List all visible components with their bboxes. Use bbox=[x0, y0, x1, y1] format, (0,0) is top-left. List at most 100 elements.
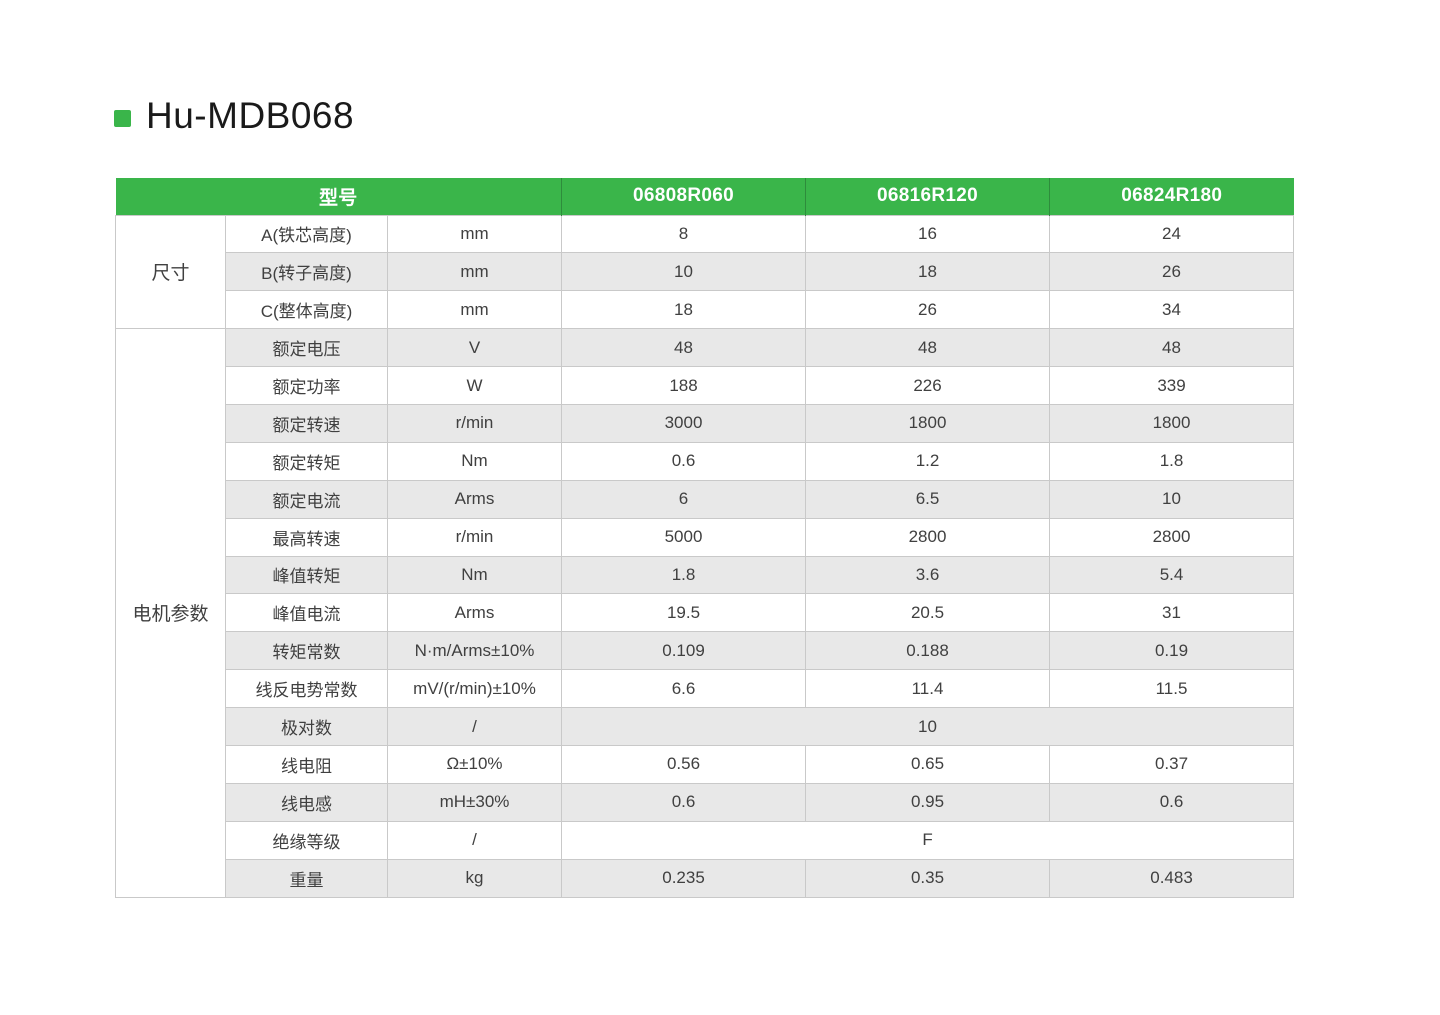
value-cell-model-3: 26 bbox=[1049, 252, 1295, 292]
table-row: 重量 kg 0.235 0.35 0.483 bbox=[116, 858, 1295, 898]
spec-table: 型号 06808R060 06816R120 06824R180 尺寸 A(铁芯高… bbox=[115, 178, 1295, 898]
table-row: B(转子高度) mm 10 18 26 bbox=[116, 252, 1295, 292]
value-cell-model-1: 3000 bbox=[561, 403, 807, 443]
value-cell-model-1: 8 bbox=[561, 214, 807, 254]
unit-cell: Arms bbox=[386, 593, 563, 633]
value-cell-model-3: 0.37 bbox=[1049, 744, 1295, 784]
param-name-cell: C(整体高度) bbox=[225, 290, 388, 330]
table-row: 尺寸 A(铁芯高度) mm 8 16 24 bbox=[115, 214, 1295, 330]
table-row: 峰值转矩 Nm 1.8 3.6 5.4 bbox=[116, 555, 1295, 595]
param-name-cell: 额定转速 bbox=[225, 403, 388, 443]
unit-cell: mm bbox=[386, 252, 563, 292]
param-name-cell: 线电阻 bbox=[225, 744, 388, 784]
value-cell-model-2: 0.35 bbox=[805, 858, 1051, 898]
value-cell-model-3: 10 bbox=[1049, 479, 1295, 519]
param-name-cell: 峰值转矩 bbox=[225, 555, 388, 595]
value-cell-model-2: 0.188 bbox=[805, 631, 1051, 671]
value-cell-model-2: 226 bbox=[805, 366, 1051, 405]
title-bullet-square-icon bbox=[114, 110, 131, 128]
group-label-motor-parameters: 电机参数 bbox=[115, 328, 226, 898]
unit-cell: / bbox=[386, 820, 563, 860]
value-cell-model-1: 19.5 bbox=[561, 593, 807, 633]
value-cell-model-3: 1.8 bbox=[1049, 441, 1295, 481]
merged-value-cell: 10 bbox=[561, 707, 1295, 746]
unit-cell: mm bbox=[386, 214, 563, 254]
unit-cell: / bbox=[386, 707, 563, 746]
unit-cell: Nm bbox=[386, 555, 563, 595]
table-row: 额定转速 r/min 3000 1800 1800 bbox=[116, 403, 1295, 443]
table-row: 线电感 mH±30% 0.6 0.95 0.6 bbox=[116, 782, 1295, 822]
unit-cell: r/min bbox=[386, 403, 563, 443]
value-cell-model-2: 0.65 bbox=[805, 744, 1051, 784]
value-cell-model-2: 1.2 bbox=[805, 441, 1051, 481]
table-row: 额定电流 Arms 6 6.5 10 bbox=[116, 479, 1295, 519]
value-cell-model-1: 188 bbox=[561, 366, 807, 405]
value-cell-model-1: 48 bbox=[561, 328, 807, 368]
table-row: 峰值电流 Arms 19.5 20.5 31 bbox=[116, 593, 1295, 633]
param-name-cell: 额定电流 bbox=[225, 479, 388, 519]
value-cell-model-2: 0.95 bbox=[805, 782, 1051, 822]
value-cell-model-3: 34 bbox=[1049, 290, 1295, 330]
param-name-cell: 绝缘等级 bbox=[225, 820, 388, 860]
value-cell-model-2: 20.5 bbox=[805, 593, 1051, 633]
param-name-cell: 额定转矩 bbox=[225, 441, 388, 481]
unit-cell: V bbox=[386, 328, 563, 368]
unit-cell: mV/(r/min)±10% bbox=[386, 669, 563, 709]
param-name-cell: 线反电势常数 bbox=[225, 669, 388, 709]
value-cell-model-1: 6.6 bbox=[561, 669, 807, 709]
param-name-cell: A(铁芯高度) bbox=[225, 214, 388, 254]
value-cell-model-1: 6 bbox=[561, 479, 807, 519]
value-cell-model-1: 18 bbox=[561, 290, 807, 330]
param-name-cell: 重量 bbox=[225, 858, 388, 898]
value-cell-model-2: 11.4 bbox=[805, 669, 1051, 709]
table-row: C(整体高度) mm 18 26 34 bbox=[116, 290, 1295, 330]
table-row: 绝缘等级 / F bbox=[116, 820, 1295, 860]
group-label-dimensions: 尺寸 bbox=[115, 214, 226, 330]
value-cell-model-2: 1800 bbox=[805, 403, 1051, 443]
value-cell-model-2: 18 bbox=[805, 252, 1051, 292]
value-cell-model-3: 2800 bbox=[1049, 517, 1295, 557]
unit-cell: Ω±10% bbox=[386, 744, 563, 784]
param-name-cell: 额定电压 bbox=[225, 328, 388, 368]
table-row: 额定功率 W 188 226 339 bbox=[116, 366, 1295, 405]
value-cell-model-1: 0.6 bbox=[561, 782, 807, 822]
model-header-1: 06808R060 bbox=[561, 178, 806, 215]
param-name-cell: 转矩常数 bbox=[225, 631, 388, 671]
table-row: 最高转速 r/min 5000 2800 2800 bbox=[116, 517, 1295, 557]
model-header-2: 06816R120 bbox=[805, 178, 1050, 215]
unit-cell: Nm bbox=[386, 441, 563, 481]
value-cell-model-2: 16 bbox=[805, 214, 1051, 254]
value-cell-model-3: 0.6 bbox=[1049, 782, 1295, 822]
value-cell-model-2: 26 bbox=[805, 290, 1051, 330]
value-cell-model-3: 0.19 bbox=[1049, 631, 1295, 671]
merged-value-cell: F bbox=[561, 820, 1295, 860]
value-cell-model-2: 3.6 bbox=[805, 555, 1051, 595]
param-name-cell: 极对数 bbox=[225, 707, 388, 746]
table-row: 线反电势常数 mV/(r/min)±10% 6.6 11.4 11.5 bbox=[116, 669, 1295, 709]
value-cell-model-2: 2800 bbox=[805, 517, 1051, 557]
unit-cell: W bbox=[386, 366, 563, 405]
table-row: 电机参数 额定电压 V 48 48 48 bbox=[115, 328, 1295, 898]
value-cell-model-3: 48 bbox=[1049, 328, 1295, 368]
value-cell-model-1: 10 bbox=[561, 252, 807, 292]
value-cell-model-3: 11.5 bbox=[1049, 669, 1295, 709]
section-title: Hu-MDB068 bbox=[114, 95, 355, 137]
value-cell-model-1: 1.8 bbox=[561, 555, 807, 595]
table-header-row: 型号 06808R060 06816R120 06824R180 bbox=[115, 178, 1294, 215]
param-name-cell: 额定功率 bbox=[225, 366, 388, 405]
table-row: 线电阻 Ω±10% 0.56 0.65 0.37 bbox=[116, 744, 1295, 784]
value-cell-model-3: 5.4 bbox=[1049, 555, 1295, 595]
value-cell-model-1: 0.6 bbox=[561, 441, 807, 481]
unit-cell: mm bbox=[386, 290, 563, 330]
page-title: Hu-MDB068 bbox=[146, 95, 355, 136]
value-cell-model-3: 339 bbox=[1049, 366, 1295, 405]
value-cell-model-2: 48 bbox=[805, 328, 1051, 368]
param-name-cell: 最高转速 bbox=[225, 517, 388, 557]
param-name-cell: B(转子高度) bbox=[225, 252, 388, 292]
table-row: 极对数/10 bbox=[116, 707, 1295, 746]
value-cell-model-1: 0.56 bbox=[561, 744, 807, 784]
unit-cell: mH±30% bbox=[386, 782, 563, 822]
value-cell-model-3: 24 bbox=[1049, 214, 1295, 254]
value-cell-model-1: 0.109 bbox=[561, 631, 807, 671]
param-name-cell: 线电感 bbox=[225, 782, 388, 822]
